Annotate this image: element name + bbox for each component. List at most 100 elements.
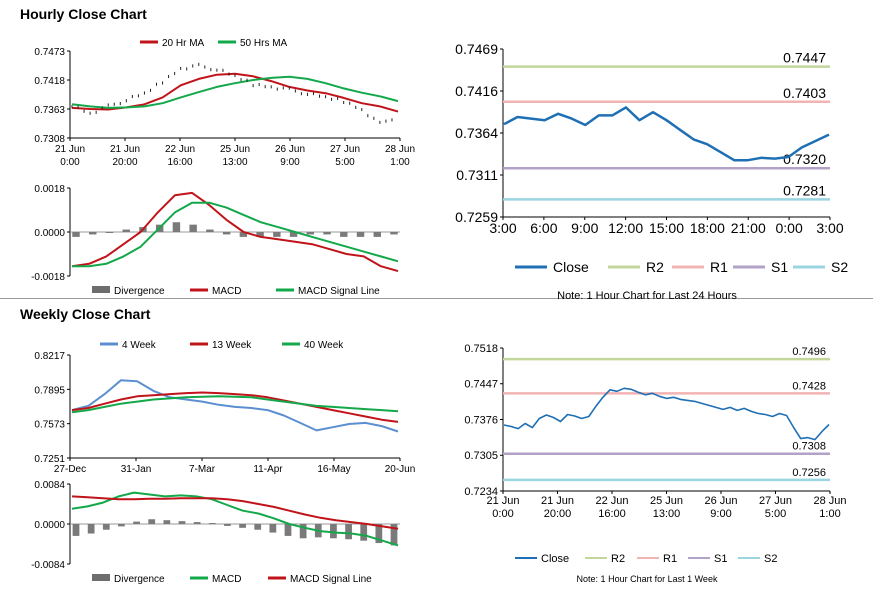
hourly-1w-x-tick-label: 13:00 [653, 508, 681, 520]
hourly-macd-divergence-bar [122, 229, 130, 232]
hourly-price-y-tick-label: 0.7473 [34, 47, 65, 58]
hourly-macd-legend-signal-label: MACD Signal Line [298, 286, 380, 297]
hourly-macd-legend-divergence-swatch [92, 286, 110, 293]
hourly-1w-level-s2-label: 0.7256 [792, 467, 826, 479]
hourly-24h-y-tick-label: 0.7311 [456, 167, 498, 183]
hourly-price-series-20-hr-ma [71, 72, 399, 113]
hourly-1w-y-tick-label: 0.7234 [464, 486, 498, 498]
hourly-24h-legend-r1-label: R1 [710, 259, 728, 275]
weekly-macd-divergence-bar [133, 521, 140, 524]
hourly-price-x-tick-label: 1:00 [390, 157, 410, 168]
hourly-price-y-tick-label: 0.7418 [34, 76, 65, 87]
hourly-macd-divergence-bar [390, 232, 398, 235]
hourly-24h-level-r1-label: 0.7403 [783, 85, 826, 101]
hourly-24h-x-tick-label: 12:00 [608, 220, 643, 236]
hourly-24h-y-tick-label: 0.7364 [455, 125, 498, 141]
hourly-macd-divergence-bar [172, 222, 181, 232]
weekly-macd-divergence-bar [148, 519, 156, 524]
weekly-macd-divergence-bar [72, 524, 80, 536]
hourly-1w-x-tick-label: 22 Jun [595, 495, 628, 507]
hourly-macd-series-macd [71, 191, 399, 273]
hourly-24h-level-r2-label: 0.7447 [783, 50, 826, 66]
weekly-macd-divergence-bar [224, 524, 231, 526]
hourly-24h-series-close [503, 106, 830, 162]
weekly-macd-series-macd [71, 491, 399, 547]
hourly-price-x-tick-label: 25 Jun [220, 144, 250, 155]
hourly-price-x-tick-label: 21 Jun [110, 144, 140, 155]
hourly-price-x-tick-label: 0:00 [60, 157, 80, 168]
weekly-macd-divergence-bar [193, 522, 201, 524]
hourly-1w-y-tick-label: 0.7305 [464, 450, 498, 462]
hourly-1w-level-s1-label: 0.7308 [792, 441, 826, 453]
hourly-1w-x-tick-label: 20:00 [544, 508, 572, 520]
weekly-macd-divergence-bar [390, 524, 398, 546]
hourly-price-x-tick-label: 27 Jun [330, 144, 360, 155]
weekly-price-y-tick-label: 0.7573 [34, 420, 65, 431]
weekly-macd-divergence-bar [299, 524, 307, 539]
hourly-1w-level-r1-label: 0.7428 [792, 380, 826, 392]
hourly-24h-x-tick-label: 9:00 [571, 220, 598, 236]
weekly-legend-13-week-label: 13 Week [212, 340, 252, 351]
weekly-macd-legend-divergence-label: Divergence [114, 574, 165, 585]
weekly-macd-divergence-bar [284, 524, 292, 536]
hourly-macd-divergence-bar [273, 232, 281, 237]
hourly-1w-y-tick-label: 0.7518 [464, 343, 498, 355]
hourly-24h-legend-close-label: Close [553, 259, 589, 275]
weekly-macd-legend-signal-label: MACD Signal Line [290, 574, 372, 585]
hourly-macd-divergence-bar [256, 232, 264, 237]
hourly-price-series-50-hrs-ma [71, 75, 399, 109]
hourly-macd-divergence-bar [340, 232, 348, 237]
hourly-price-y-tick-label: 0.7308 [34, 134, 65, 145]
hourly-price-x-tick-label: 22 Jun [165, 144, 195, 155]
hourly-legend-20hr-ma-label: 20 Hr MA [162, 38, 205, 49]
weekly-macd-y-tick-label: 0.0084 [34, 480, 65, 491]
hourly-macd-divergence-bar [289, 232, 298, 237]
hourly-1w-x-tick-label: 27 Jun [759, 495, 792, 507]
weekly-macd-y-tick-label: -0.0084 [31, 560, 65, 571]
hourly-macd-divergence-bar [105, 232, 114, 233]
hourly-24h-x-tick-label: 3:00 [816, 220, 843, 236]
weekly-macd-divergence-bar [330, 524, 337, 539]
hourly-section-title: Hourly Close Chart [20, 6, 147, 22]
weekly-macd-divergence-bar [163, 520, 171, 524]
hourly-24h-x-tick-label: 21:00 [731, 220, 766, 236]
hourly-24h-x-tick-label: 0:00 [776, 220, 803, 236]
hourly-24h-y-tick-label: 0.7416 [455, 83, 498, 99]
weekly-price-series-13-week [71, 391, 399, 423]
weekly-price-x-tick-label: 16-May [317, 464, 350, 475]
hourly-1w-legend-s2-label: S2 [764, 553, 777, 565]
hourly-1w-x-tick-label: 0:00 [492, 508, 513, 520]
weekly-macd-divergence-bar [102, 524, 110, 530]
hourly-macd-divergence-bar [373, 232, 381, 237]
hourly-price-y-tick-label: 0.7363 [34, 105, 65, 116]
hourly-1w-x-tick-label: 1:00 [819, 508, 840, 520]
hourly-1w-x-tick-label: 21 Jun [541, 495, 574, 507]
hourly-legend-50hrs-ma-label: 50 Hrs MA [240, 38, 288, 49]
section-divider [0, 298, 873, 299]
hourly-macd-divergence-bar [323, 232, 331, 235]
hourly-macd-divergence-bar [239, 232, 248, 237]
hourly-1w-x-tick-label: 9:00 [710, 508, 731, 520]
hourly-24h-level-s1-label: 0.7320 [783, 151, 826, 167]
weekly-price-series-40-week [71, 395, 399, 414]
hourly-macd-divergence-bar [306, 232, 315, 235]
hourly-24h-level-s2-label: 0.7281 [783, 182, 826, 198]
hourly-macd-y-tick-label: 0.0000 [34, 228, 65, 239]
hourly-1w-series-close [503, 387, 830, 441]
hourly-1w-y-tick-label: 0.7447 [464, 379, 498, 391]
hourly-macd-y-tick-label: -0.0018 [31, 272, 65, 283]
weekly-macd-divergence-bar [269, 524, 277, 533]
weekly-price-x-tick-label: 20-Jun [385, 464, 416, 475]
weekly-section-title: Weekly Close Chart [20, 306, 151, 322]
hourly-1w-legend-close-label: Close [541, 553, 569, 565]
hourly-1w-x-tick-label: 26 Jun [704, 495, 737, 507]
hourly-1w-x-tick-label: 25 Jun [650, 495, 683, 507]
hourly-24h-legend-s1-label: S1 [771, 259, 788, 275]
hourly-price-x-tick-label: 26 Jun [275, 144, 305, 155]
weekly-price-y-tick-label: 0.8217 [34, 351, 65, 362]
hourly-macd-divergence-bar [189, 224, 197, 232]
hourly-1w-level-r2-label: 0.7496 [792, 346, 826, 358]
hourly-24h-x-tick-label: 3:00 [489, 220, 516, 236]
hourly-24h-x-tick-label: 6:00 [530, 220, 557, 236]
weekly-macd-divergence-bar [345, 524, 352, 540]
